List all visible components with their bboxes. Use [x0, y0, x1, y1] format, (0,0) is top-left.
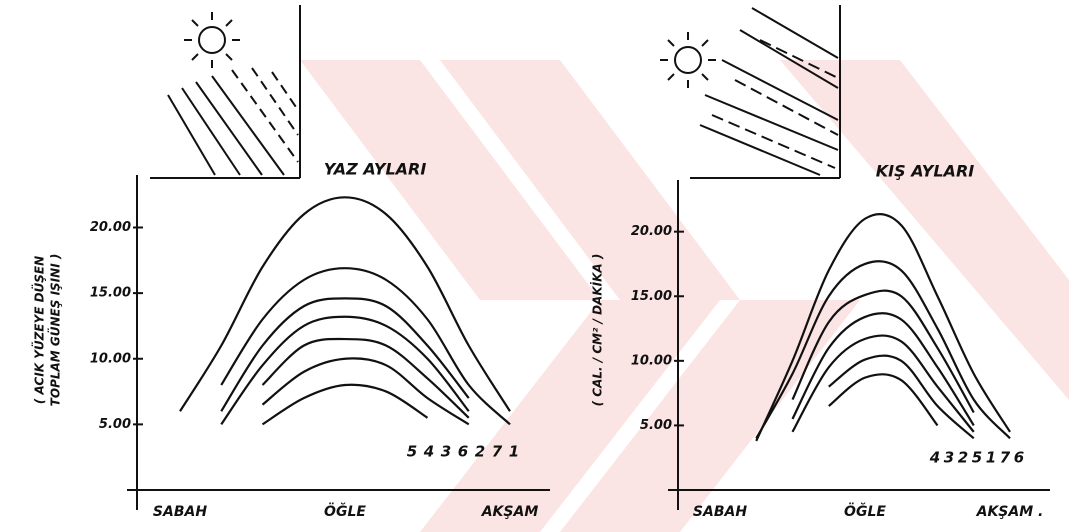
x-tick-label: ÖĞLE — [844, 502, 886, 520]
x-tick-label: SABAH — [693, 504, 747, 520]
curve — [261, 383, 429, 426]
curve — [220, 315, 470, 426]
curve — [791, 312, 975, 426]
curve — [220, 297, 470, 412]
series-label: 7 — [1000, 449, 1011, 467]
y-axis-label: TOPLAM GÜNEŞ IŞINI ) — [48, 254, 63, 407]
curve — [828, 373, 939, 427]
sun-diagram-summer — [150, 5, 301, 179]
series-label: 1 — [986, 449, 996, 467]
curve — [791, 334, 975, 433]
curve — [791, 289, 975, 414]
series-label: 4 — [929, 449, 940, 467]
y-axis-label: ( CAL. / CM² / DAKİKA ) — [590, 254, 605, 407]
x-tick-label: SABAH — [153, 504, 207, 520]
curve — [179, 196, 511, 412]
x-tick-label: AKŞAM — [481, 504, 539, 520]
series-label: 6 — [1014, 449, 1024, 467]
curve — [755, 260, 1011, 440]
series-label: 6 — [458, 443, 468, 461]
curve — [828, 354, 975, 440]
y-tick-label: 15.00 — [631, 289, 672, 304]
y-tick-label: 5.00 — [640, 418, 672, 433]
curve — [220, 267, 511, 426]
series-label: 2 — [475, 443, 485, 461]
series-label: 3 — [944, 449, 954, 467]
series-label: 2 — [958, 449, 968, 467]
chart-title: KIŞ AYLARI — [876, 162, 974, 181]
y-tick-label: 20.00 — [631, 224, 672, 239]
sun-diagram-winter — [660, 5, 841, 179]
curve — [261, 357, 470, 426]
watermark — [300, 60, 1069, 532]
series-label: 5 — [972, 449, 982, 467]
y-tick-label: 10.00 — [90, 351, 131, 366]
series-label: 5 — [407, 443, 417, 461]
series-label: 7 — [492, 443, 503, 461]
y-tick-label: 5.00 — [99, 417, 131, 432]
y-axis-label: ( ACIK YÜZEYE DÜŞEN — [32, 256, 47, 404]
x-tick-label: ÖĞLE — [324, 502, 366, 520]
curve — [755, 212, 1011, 442]
series-label: 3 — [441, 443, 451, 461]
curve — [261, 337, 470, 419]
series-label: 4 — [423, 443, 434, 461]
y-tick-label: 10.00 — [631, 353, 672, 368]
series-label: 1 — [509, 443, 519, 461]
x-tick-label: AKŞAM . — [976, 504, 1044, 520]
chart-title: YAZ AYLARI — [324, 160, 427, 179]
y-tick-label: 20.00 — [90, 220, 131, 235]
y-tick-label: 15.00 — [90, 286, 131, 301]
